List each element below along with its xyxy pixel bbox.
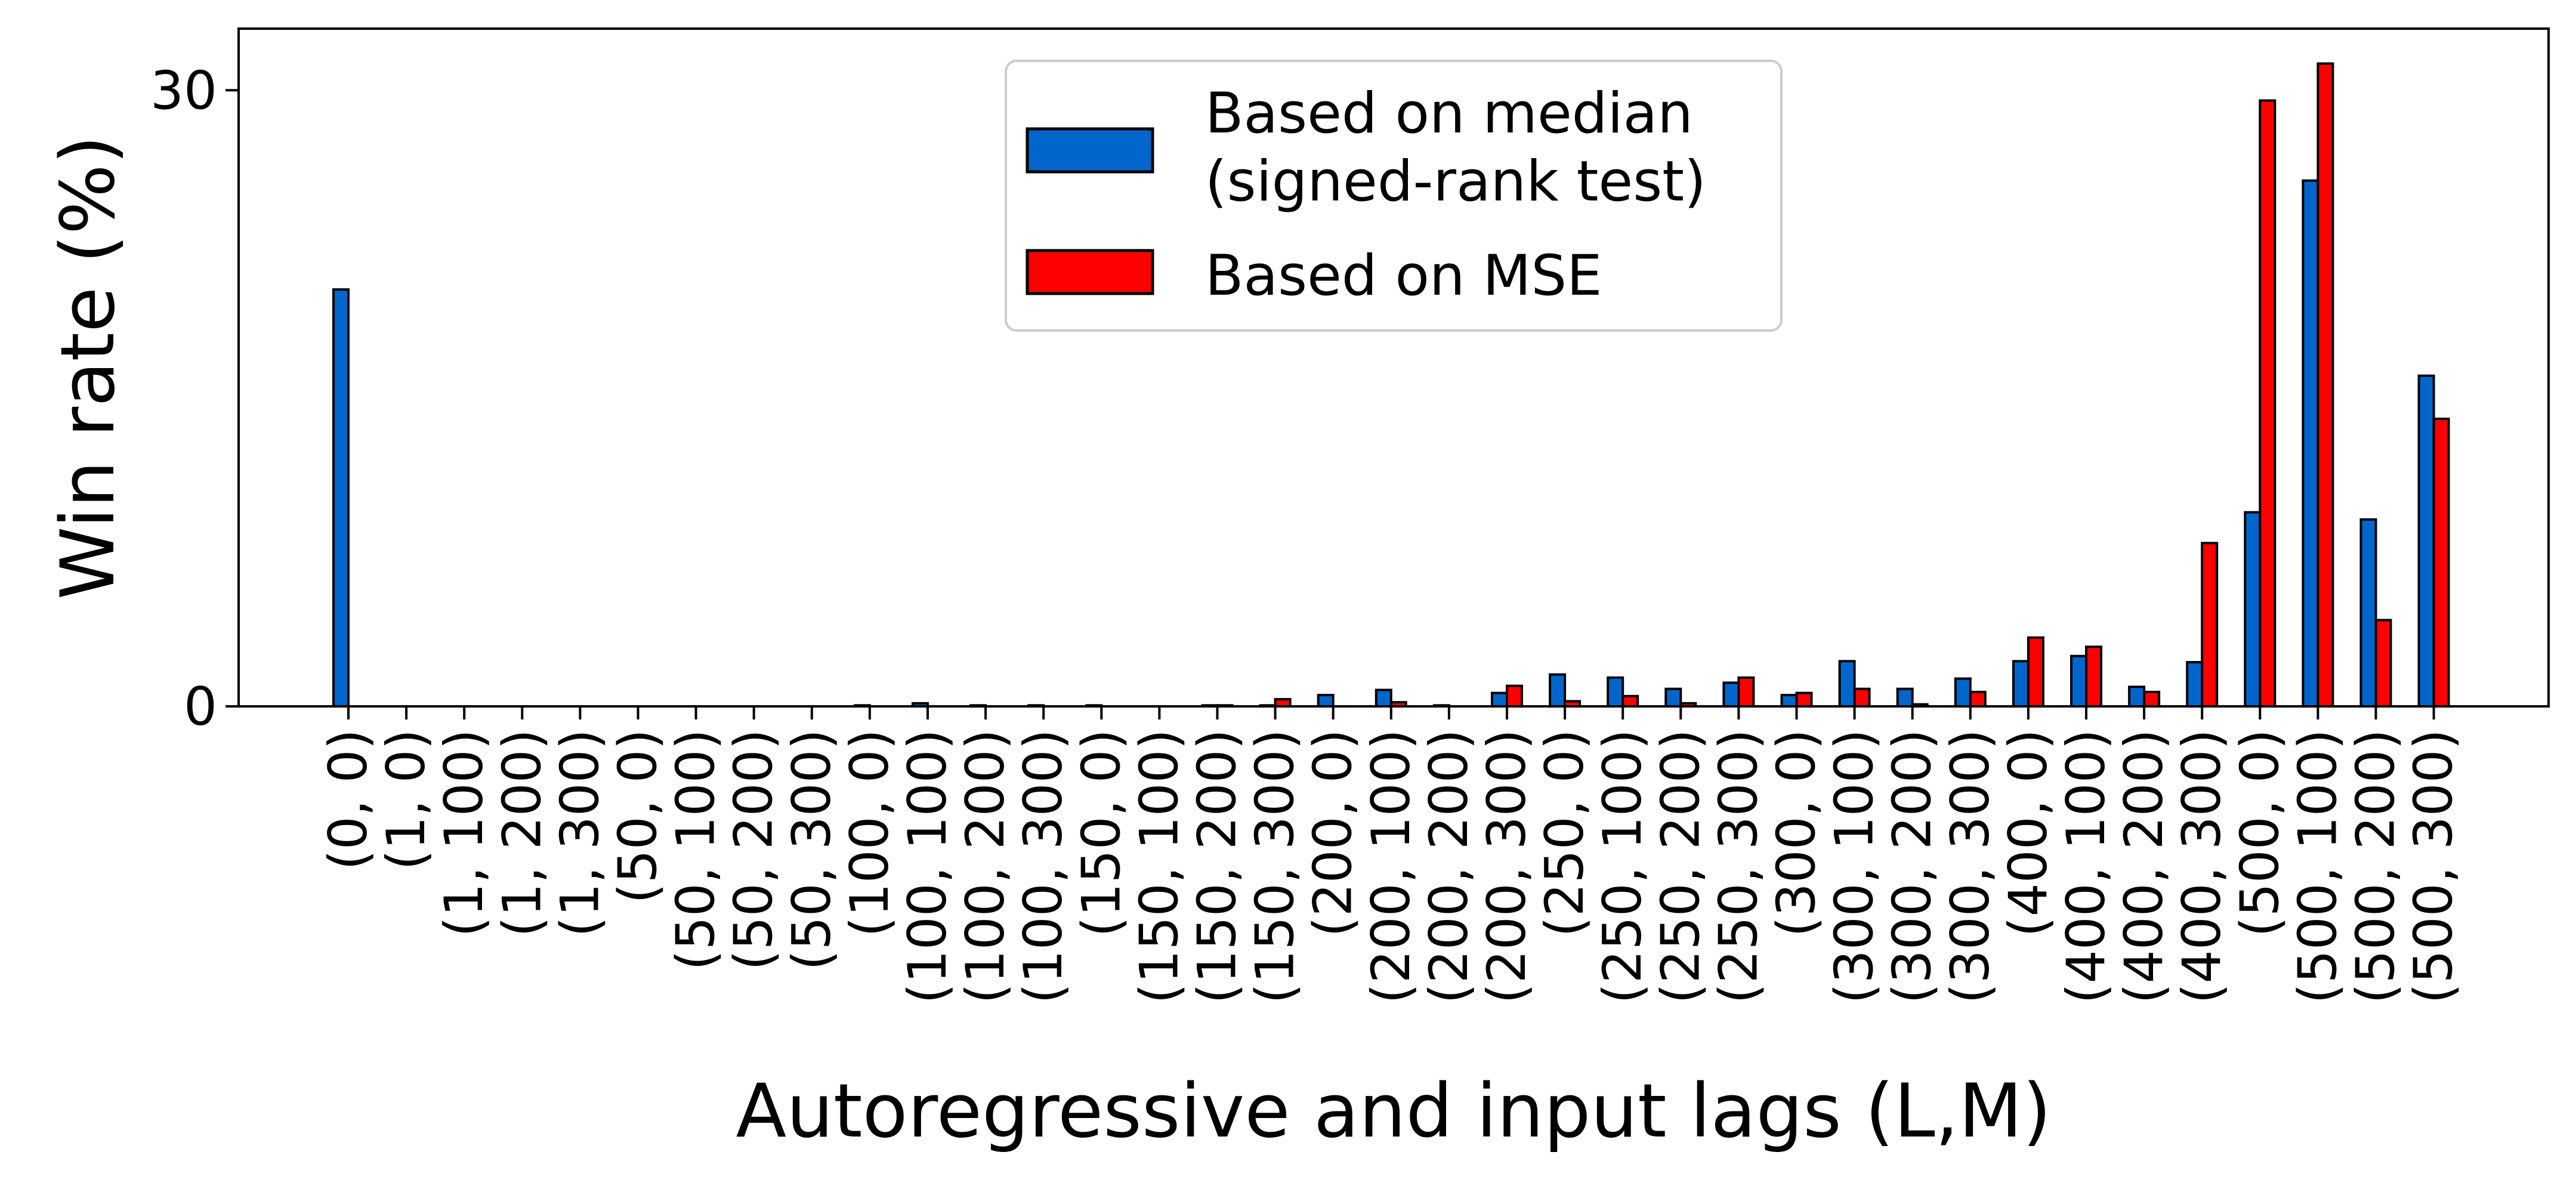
bar-median-28: [1954, 677, 1972, 708]
x-tick-label: (50, 200): [723, 729, 784, 971]
legend-label-median: (signed-rank test): [1205, 149, 1706, 214]
x-tick-label: (500, 300): [2403, 729, 2464, 1004]
x-tick-label: (50, 100): [665, 729, 727, 971]
bars-layer: [332, 62, 2450, 708]
bar-median-22: [1607, 676, 1624, 708]
x-tick-label: (400, 300): [2171, 729, 2232, 1004]
legend-label-mse: Based on MSE: [1205, 243, 1602, 308]
x-tick-label: (1, 200): [491, 729, 552, 937]
x-tick-label: (100, 0): [839, 729, 900, 937]
bar-median-31: [2128, 685, 2146, 708]
x-tick-label: (150, 200): [1187, 729, 1248, 1004]
bar-mse-25: [1795, 691, 1813, 708]
x-tick-label: (400, 100): [2055, 729, 2117, 1004]
x-tick-label: (400, 200): [2113, 729, 2175, 1004]
bar-median-34: [2302, 179, 2319, 708]
legend-label-median: Based on median: [1205, 81, 1693, 146]
x-tick-label: (50, 300): [781, 729, 842, 971]
x-tick-label: (250, 100): [1592, 729, 1653, 1004]
x-tick-label: (250, 300): [1707, 729, 1769, 1004]
x-axis-title: Autoregressive and input lags (L,M): [736, 1068, 2052, 1154]
x-tick-label: (200, 0): [1302, 729, 1364, 937]
x-tick-label: (100, 100): [897, 729, 958, 1004]
bar-mse-32: [2201, 542, 2219, 708]
x-tick-label: (400, 0): [1997, 729, 2059, 937]
x-tick-label: (500, 200): [2345, 729, 2407, 1004]
x-axis: (0, 0)(1, 0)(1, 100)(1, 200)(1, 300)(50,…: [317, 706, 2464, 1004]
x-tick-label: (150, 100): [1128, 729, 1190, 1004]
bar-median-29: [2012, 660, 2030, 708]
x-tick-label: (1, 100): [433, 729, 495, 937]
x-tick-label: (500, 0): [2229, 729, 2290, 937]
bar-median-35: [2359, 518, 2377, 708]
x-tick-label: (300, 0): [1766, 729, 1827, 937]
y-axis-title: Win rate (%): [45, 135, 131, 600]
bar-median-25: [1780, 694, 1798, 708]
bar-median-32: [2186, 661, 2204, 708]
bar-median-30: [2070, 654, 2087, 708]
bar-mse-36: [2432, 418, 2450, 708]
x-tick-label: (250, 0): [1534, 729, 1595, 937]
bar-median-0: [332, 288, 350, 708]
bar-mse-35: [2374, 619, 2392, 708]
bar-median-36: [2417, 374, 2435, 708]
bar-mse-24: [1737, 676, 1755, 708]
bar-median-33: [2244, 511, 2262, 708]
x-tick-label: (150, 0): [1070, 729, 1132, 937]
x-tick-label: (1, 0): [375, 729, 437, 870]
bar-median-23: [1664, 687, 1682, 708]
x-tick-label: (250, 200): [1650, 729, 1711, 1004]
x-tick-label: (1, 300): [549, 729, 610, 937]
bar-median-20: [1491, 691, 1508, 708]
bar-mse-26: [1853, 687, 1871, 708]
legend: Based on median(signed-rank test) Based o…: [1005, 60, 1783, 332]
x-tick-label: (200, 200): [1418, 729, 1479, 1004]
bar-mse-33: [2259, 99, 2277, 708]
x-tick-label: (300, 300): [1939, 729, 2001, 1004]
bar-median-17: [1317, 694, 1335, 708]
y-tick-label: 0: [184, 676, 217, 737]
x-tick-label: (100, 200): [955, 729, 1016, 1004]
x-tick-label: (150, 300): [1244, 729, 1306, 1004]
x-tick-label: (0, 0): [317, 729, 379, 870]
x-tick-label: (300, 100): [1824, 729, 1885, 1004]
bar-mse-31: [2143, 690, 2161, 708]
x-tick-label: (200, 300): [1476, 729, 1537, 1004]
y-axis: 0 30: [150, 60, 239, 737]
bar-mse-30: [2085, 646, 2102, 708]
bar-mse-28: [1969, 690, 1987, 708]
legend-swatch-median: [1026, 127, 1154, 174]
bar-median-18: [1375, 688, 1392, 708]
bar-median-24: [1722, 681, 1740, 708]
x-tick-label: (200, 100): [1360, 729, 1422, 1004]
bar-mse-20: [1506, 684, 1523, 708]
x-tick-label: (100, 300): [1012, 729, 1074, 1004]
x-tick-label: (300, 200): [1882, 729, 1943, 1004]
x-tick-label: (500, 100): [2287, 729, 2348, 1004]
bar-median-26: [1838, 660, 1856, 708]
bar-median-27: [1896, 687, 1914, 708]
bar-mse-29: [2027, 636, 2044, 708]
bar-median-21: [1549, 673, 1567, 708]
plot-frame: [237, 27, 2550, 708]
x-tick-label: (50, 0): [607, 729, 669, 904]
y-tick-label: 30: [150, 60, 217, 121]
legend-frame: [1005, 60, 1783, 332]
bar-mse-22: [1621, 694, 1639, 708]
legend-swatch-mse: [1026, 249, 1154, 295]
bar-mse-34: [2316, 62, 2334, 708]
